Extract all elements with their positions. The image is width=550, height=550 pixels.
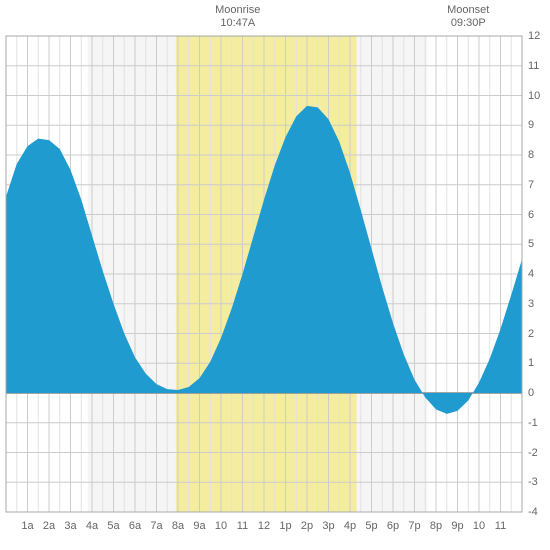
x-tick-label: 3a xyxy=(64,520,76,532)
y-tick-label: 7 xyxy=(528,179,548,191)
x-tick-label: 9p xyxy=(451,520,463,532)
y-tick-label: 2 xyxy=(528,328,548,340)
y-tick-label: 8 xyxy=(528,149,548,161)
x-tick-label: 4p xyxy=(344,520,356,532)
x-tick-label: 8p xyxy=(430,520,442,532)
x-tick-label: 5a xyxy=(107,520,119,532)
x-tick-label: 7p xyxy=(408,520,420,532)
x-tick-label: 6p xyxy=(387,520,399,532)
moonset-label: Moonset09:30P xyxy=(438,4,498,30)
y-tick-label: 9 xyxy=(528,119,548,131)
x-tick-label: 3p xyxy=(322,520,334,532)
tide-chart: -4-3-2-101234567891011121a2a3a4a5a6a7a8a… xyxy=(0,0,550,550)
y-tick-label: 6 xyxy=(528,209,548,221)
x-tick-label: 1p xyxy=(279,520,291,532)
y-tick-label: 4 xyxy=(528,268,548,280)
y-tick-label: -1 xyxy=(528,417,548,429)
y-tick-label: 0 xyxy=(528,387,548,399)
y-tick-label: -2 xyxy=(528,447,548,459)
x-tick-label: 6a xyxy=(129,520,141,532)
x-tick-label: 2p xyxy=(301,520,313,532)
x-tick-label: 11 xyxy=(237,520,248,532)
moonrise-label-time: 10:47A xyxy=(208,17,268,30)
x-tick-label: 9a xyxy=(193,520,205,532)
y-tick-label: -4 xyxy=(528,506,548,518)
x-tick-label: 11 xyxy=(495,520,506,532)
x-tick-label: 10 xyxy=(215,520,227,532)
y-tick-label: 5 xyxy=(528,238,548,250)
y-tick-label: 12 xyxy=(528,30,548,42)
moonrise-label-title: Moonrise xyxy=(208,4,268,17)
moonrise-label: Moonrise10:47A xyxy=(208,4,268,30)
x-tick-label: 2a xyxy=(43,520,55,532)
y-tick-label: -3 xyxy=(528,476,548,488)
x-tick-label: 7a xyxy=(150,520,162,532)
y-tick-label: 3 xyxy=(528,298,548,310)
moonset-label-time: 09:30P xyxy=(438,17,498,30)
x-tick-label: 12 xyxy=(258,520,270,532)
y-tick-label: 10 xyxy=(528,90,548,102)
y-tick-label: 11 xyxy=(528,60,548,72)
x-tick-label: 8a xyxy=(172,520,184,532)
moonset-label-title: Moonset xyxy=(438,4,498,17)
y-tick-label: 1 xyxy=(528,357,548,369)
x-tick-label: 5p xyxy=(365,520,377,532)
x-tick-label: 4a xyxy=(86,520,98,532)
x-tick-label: 1a xyxy=(21,520,33,532)
x-tick-label: 10 xyxy=(473,520,485,532)
